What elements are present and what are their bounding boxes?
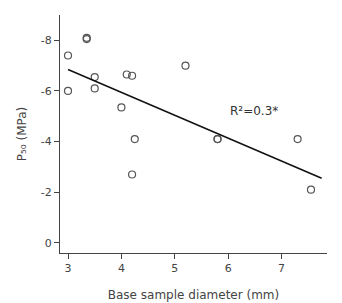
svg-text:Base sample diameter (mm): Base sample diameter (mm) [108, 288, 279, 302]
svg-text:4: 4 [118, 262, 125, 275]
svg-text:-4: -4 [41, 135, 52, 148]
svg-text:0: 0 [45, 237, 52, 250]
svg-text:R²=0.3*: R²=0.3* [230, 104, 278, 118]
svg-text:-2: -2 [41, 186, 52, 199]
svg-text:P₅₀ (MPa): P₅₀ (MPa) [15, 107, 29, 161]
svg-text:-8: -8 [41, 34, 52, 47]
svg-text:6: 6 [225, 262, 232, 275]
svg-text:7: 7 [278, 262, 285, 275]
svg-text:5: 5 [171, 262, 178, 275]
svg-text:3: 3 [65, 262, 72, 275]
svg-text:-6: -6 [41, 85, 52, 98]
